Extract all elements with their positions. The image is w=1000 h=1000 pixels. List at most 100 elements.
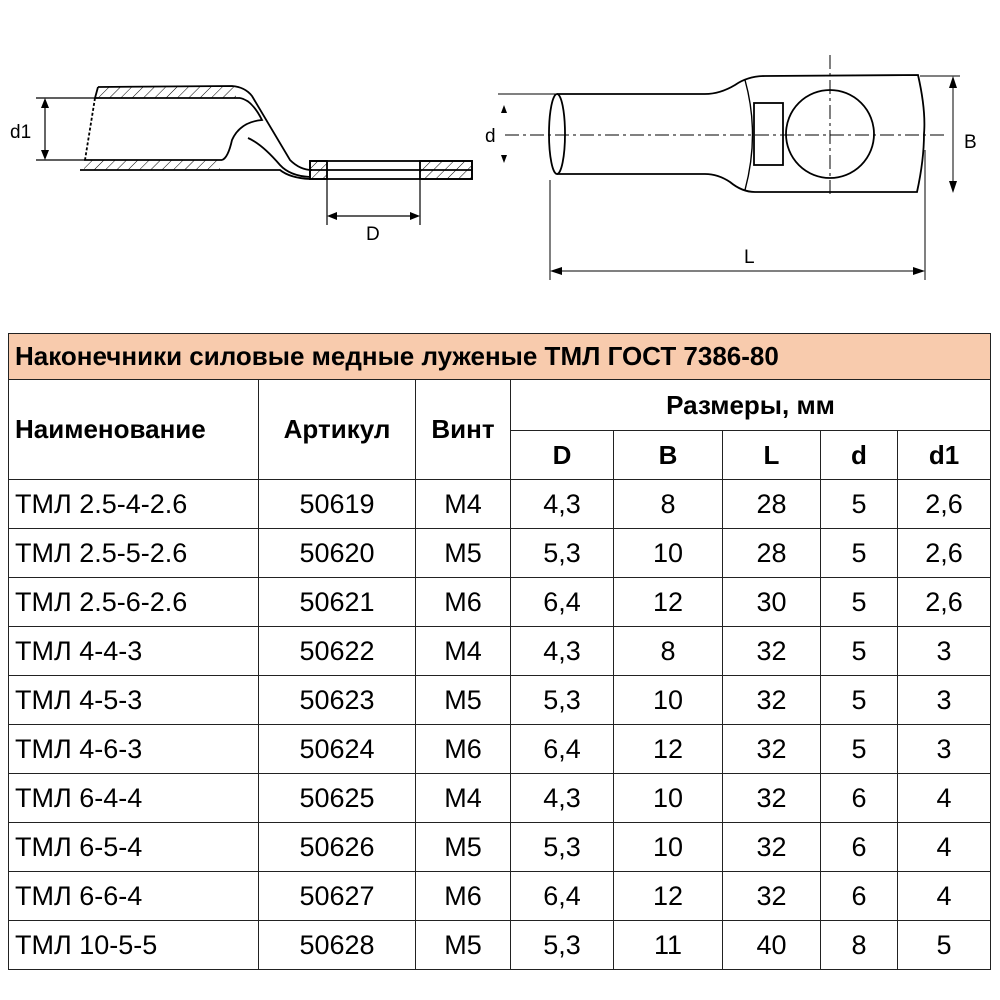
dimension-label-d1: d1 — [10, 122, 31, 143]
lug-side-section-drawing: d1 D — [10, 85, 473, 245]
cell-screw: М6 — [415, 577, 511, 627]
cell-d1: 3 — [896, 675, 992, 725]
cell-screw: М6 — [415, 724, 511, 774]
cell-d: 5 — [820, 528, 898, 578]
cell-D: 5,3 — [510, 528, 614, 578]
cell-d1: 4 — [896, 822, 992, 872]
table-row: ТМЛ 2.5-5-2.6 50620 М5 5,3 10 28 5 2,6 — [8, 528, 992, 578]
cell-L: 32 — [722, 626, 821, 676]
cell-article: 50623 — [258, 675, 416, 725]
table-row: ТМЛ 6-4-4 50625 М4 4,3 10 32 6 4 — [8, 773, 992, 823]
cell-B: 12 — [613, 577, 723, 627]
cell-d1: 5 — [896, 920, 992, 970]
cell-L: 28 — [722, 528, 821, 578]
table-title: Наконечники силовые медные луженые ТМЛ Г… — [7, 333, 992, 380]
cell-name: ТМЛ 6-5-4 — [8, 822, 259, 872]
cell-L: 32 — [722, 724, 821, 774]
table-row: ТМЛ 10-5-5 50628 М5 5,3 11 40 8 5 — [8, 920, 992, 970]
cell-d: 5 — [820, 577, 898, 627]
cell-article: 50622 — [258, 626, 416, 676]
cell-L: 32 — [722, 871, 821, 921]
cell-B: 8 — [613, 626, 723, 676]
cell-L: 28 — [722, 479, 821, 529]
cell-d: 5 — [820, 479, 898, 529]
dimension-label-d: d — [485, 126, 496, 147]
cell-name: ТМЛ 4-5-3 — [8, 675, 259, 725]
header-d: d — [820, 430, 898, 480]
cell-name: ТМЛ 6-4-4 — [8, 773, 259, 823]
cell-D: 4,3 — [510, 626, 614, 676]
cell-screw: М6 — [415, 871, 511, 921]
cell-B: 10 — [613, 528, 723, 578]
table-title-row: Наконечники силовые медные луженые ТМЛ Г… — [7, 333, 992, 380]
cell-article: 50627 — [258, 871, 416, 921]
table-row: ТМЛ 4-4-3 50622 М4 4,3 8 32 5 3 — [8, 626, 992, 676]
table-row: ТМЛ 4-6-3 50624 М6 6,4 12 32 5 3 — [8, 724, 992, 774]
cell-screw: М5 — [415, 920, 511, 970]
cell-B: 11 — [613, 920, 723, 970]
table-row: ТМЛ 4-5-3 50623 М5 5,3 10 32 5 3 — [8, 675, 992, 725]
cell-B: 12 — [613, 871, 723, 921]
header-dimensions: Размеры, мм — [509, 379, 992, 431]
dimension-label-B: B — [964, 132, 977, 153]
dimension-label-L: L — [744, 247, 755, 268]
cell-article: 50624 — [258, 724, 416, 774]
cell-L: 40 — [722, 920, 821, 970]
cell-name: ТМЛ 4-4-3 — [8, 626, 259, 676]
cell-L: 30 — [722, 577, 821, 627]
header-B: B — [613, 430, 723, 480]
cell-d: 5 — [820, 724, 898, 774]
cell-screw: М4 — [415, 773, 511, 823]
cell-d: 8 — [820, 920, 898, 970]
cell-article: 50620 — [258, 528, 416, 578]
cell-D: 5,3 — [510, 822, 614, 872]
cell-screw: М5 — [415, 822, 511, 872]
header-screw: Винт — [415, 379, 511, 480]
cell-D: 5,3 — [510, 920, 614, 970]
dimension-label-D: D — [366, 224, 380, 245]
cell-name: ТМЛ 2.5-5-2.6 — [8, 528, 259, 578]
cell-B: 12 — [613, 724, 723, 774]
cell-D: 6,4 — [510, 871, 614, 921]
lug-top-view-drawing: d B L — [485, 55, 977, 280]
cell-B: 10 — [613, 675, 723, 725]
cell-name: ТМЛ 10-5-5 — [8, 920, 259, 970]
table-subheader-row: D B L d d1 — [9, 430, 992, 480]
cell-article: 50628 — [258, 920, 416, 970]
cell-name: ТМЛ 2.5-4-2.6 — [8, 479, 259, 529]
cell-name: ТМЛ 6-6-4 — [8, 871, 259, 921]
table-row: ТМЛ 6-5-4 50626 М5 5,3 10 32 6 4 — [8, 822, 992, 872]
cell-screw: М4 — [415, 626, 511, 676]
cell-article: 50619 — [258, 479, 416, 529]
cell-screw: М4 — [415, 479, 511, 529]
header-D: D — [510, 430, 614, 480]
cell-screw: М5 — [415, 675, 511, 725]
cell-d1: 3 — [896, 724, 992, 774]
cell-article: 50621 — [258, 577, 416, 627]
table-row: ТМЛ 2.5-6-2.6 50621 М6 6,4 12 30 5 2,6 — [8, 577, 992, 627]
header-d1: d1 — [896, 430, 992, 480]
specifications-table: Наконечники силовые медные луженые ТМЛ Г… — [7, 333, 992, 970]
cell-screw: М5 — [415, 528, 511, 578]
cell-L: 32 — [722, 822, 821, 872]
cell-d1: 2,6 — [896, 479, 992, 529]
cell-L: 32 — [722, 773, 821, 823]
cell-name: ТМЛ 2.5-6-2.6 — [8, 577, 259, 627]
cell-D: 6,4 — [510, 724, 614, 774]
cell-name: ТМЛ 4-6-3 — [8, 724, 259, 774]
table-row: ТМЛ 6-6-4 50627 М6 6,4 12 32 6 4 — [8, 871, 992, 921]
cell-d1: 2,6 — [896, 577, 992, 627]
cell-D: 4,3 — [510, 479, 614, 529]
cell-d: 6 — [820, 773, 898, 823]
cell-D: 4,3 — [510, 773, 614, 823]
cell-L: 32 — [722, 675, 821, 725]
cell-d: 6 — [820, 871, 898, 921]
cell-d1: 4 — [896, 773, 992, 823]
cell-B: 8 — [613, 479, 723, 529]
cell-D: 5,3 — [510, 675, 614, 725]
cell-d: 5 — [820, 675, 898, 725]
cell-d: 6 — [820, 822, 898, 872]
cell-article: 50625 — [258, 773, 416, 823]
cell-B: 10 — [613, 822, 723, 872]
cell-d: 5 — [820, 626, 898, 676]
